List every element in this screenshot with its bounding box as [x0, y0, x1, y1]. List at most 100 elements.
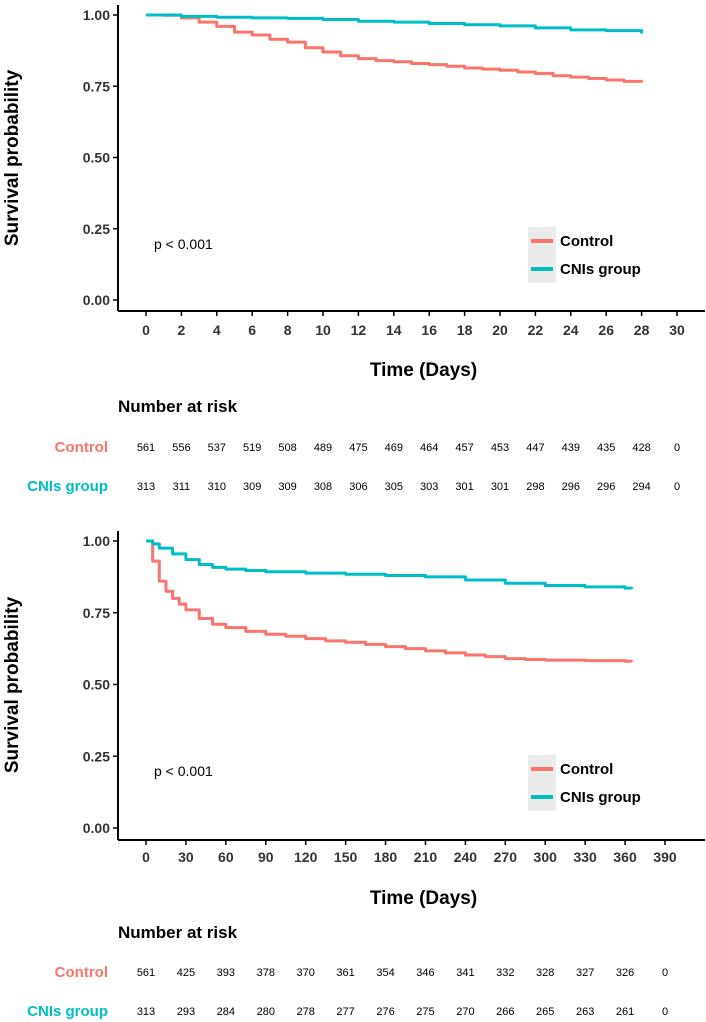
- x-tick-label: 300: [534, 849, 558, 865]
- risk-count: 393: [217, 967, 235, 979]
- y-tick-label: 0.00: [83, 292, 110, 308]
- risk-count: 313: [137, 481, 155, 493]
- risk-count: 475: [349, 442, 367, 454]
- risk-count: 309: [243, 481, 261, 493]
- risk-count: 346: [416, 967, 434, 979]
- risk-count: 296: [562, 481, 580, 493]
- risk-count: 303: [420, 481, 438, 493]
- x-tick-label: 18: [457, 322, 473, 338]
- risk-count: 296: [597, 481, 615, 493]
- y-tick-label: 0.00: [83, 820, 110, 836]
- risk-count: 310: [208, 481, 226, 493]
- risk-count: 298: [526, 481, 544, 493]
- x-tick-label: 30: [178, 849, 194, 865]
- risk-count: 275: [416, 1006, 434, 1018]
- x-tick-label: 90: [258, 849, 274, 865]
- risk-count: 306: [349, 481, 367, 493]
- risk-count: 561: [137, 442, 155, 454]
- p-value-annotation: p < 0.001: [154, 236, 213, 252]
- x-tick-label: 330: [573, 849, 597, 865]
- risk-count: 537: [208, 442, 226, 454]
- risk-count: 305: [385, 481, 403, 493]
- risk-count: 457: [455, 442, 473, 454]
- risk-row-label-control: Control: [55, 964, 108, 981]
- risk-count: 0: [662, 967, 668, 979]
- x-tick-label: 24: [563, 322, 579, 338]
- x-tick-label: 22: [528, 322, 544, 338]
- risk-count: 378: [257, 967, 275, 979]
- risk-count: 265: [536, 1006, 554, 1018]
- risk-count: 508: [278, 442, 296, 454]
- x-tick-label: 60: [218, 849, 234, 865]
- risk-row-label-cnis: CNIs group: [27, 478, 108, 495]
- risk-count: 294: [632, 481, 650, 493]
- y-tick-label: 1.00: [83, 533, 110, 549]
- x-tick-label: 6: [248, 322, 256, 338]
- x-tick-label: 2: [178, 322, 186, 338]
- risk-count: 447: [526, 442, 544, 454]
- risk-count: 284: [217, 1006, 235, 1018]
- risk-count: 453: [491, 442, 509, 454]
- risk-count: 277: [336, 1006, 354, 1018]
- x-axis-title: Time (Days): [370, 360, 477, 381]
- risk-count: 311: [173, 481, 191, 493]
- risk-count: 308: [314, 481, 332, 493]
- x-tick-label: 120: [294, 849, 318, 865]
- y-tick-label: 0.75: [83, 605, 110, 621]
- risk-row-label-cnis: CNIs group: [27, 1003, 108, 1020]
- risk-count: 0: [674, 481, 680, 493]
- legend-key-background: [528, 227, 556, 283]
- y-tick-label: 0.25: [83, 221, 110, 237]
- risk-count: 425: [177, 967, 195, 979]
- x-tick-label: 240: [454, 849, 478, 865]
- risk-count: 309: [278, 481, 296, 493]
- x-tick-label: 28: [634, 322, 650, 338]
- y-axis-title: Survival probability: [2, 596, 23, 773]
- x-tick-label: 0: [142, 322, 150, 338]
- risk-count: 341: [456, 967, 474, 979]
- x-tick-label: 150: [334, 849, 358, 865]
- risk-count: 361: [336, 967, 354, 979]
- x-tick-label: 14: [386, 322, 402, 338]
- x-tick-label: 8: [284, 322, 292, 338]
- risk-count: 326: [616, 967, 634, 979]
- y-tick-label: 0.50: [83, 150, 110, 166]
- legend-label-cnis: CNIs group: [560, 261, 641, 278]
- x-tick-label: 4: [213, 322, 221, 338]
- survival-curve-control: [146, 539, 634, 663]
- legend-key-background: [528, 755, 556, 811]
- y-axis-title: Survival probability: [2, 69, 23, 246]
- risk-count: 280: [257, 1006, 275, 1018]
- y-tick-label: 1.00: [83, 7, 110, 23]
- p-value-annotation: p < 0.001: [154, 763, 213, 779]
- x-tick-label: 270: [494, 849, 518, 865]
- y-tick-label: 0.50: [83, 677, 110, 693]
- x-tick-label: 26: [598, 322, 614, 338]
- risk-table-title: Number at risk: [118, 397, 238, 416]
- risk-count: 293: [177, 1006, 195, 1018]
- x-tick-label: 0: [142, 849, 150, 865]
- x-tick-label: 16: [421, 322, 437, 338]
- survival-curve-cnis: [146, 539, 634, 590]
- risk-count: 263: [576, 1006, 594, 1018]
- survival-curve-cnis: [146, 13, 644, 34]
- risk-count: 0: [662, 1006, 668, 1018]
- x-axis-title: Time (Days): [370, 888, 477, 909]
- x-tick-label: 390: [653, 849, 677, 865]
- x-tick-label: 10: [315, 322, 331, 338]
- risk-count: 332: [496, 967, 514, 979]
- risk-count: 469: [385, 442, 403, 454]
- risk-count: 556: [172, 442, 190, 454]
- chart-2: 0.00 0.25 0.50 0.75 1.00 0 30 60 90 120 150 180 210 2…: [2, 531, 705, 1020]
- risk-count: 278: [297, 1006, 315, 1018]
- risk-count: 328: [536, 967, 554, 979]
- risk-count: 313: [137, 1006, 155, 1018]
- legend-label-control: Control: [560, 761, 613, 778]
- risk-count: 327: [576, 967, 594, 979]
- y-tick-label: 0.25: [83, 748, 110, 764]
- risk-table-title: Number at risk: [118, 923, 238, 942]
- risk-count: 270: [456, 1006, 474, 1018]
- x-tick-label: 180: [374, 849, 398, 865]
- risk-count: 489: [314, 442, 332, 454]
- risk-count: 428: [632, 442, 650, 454]
